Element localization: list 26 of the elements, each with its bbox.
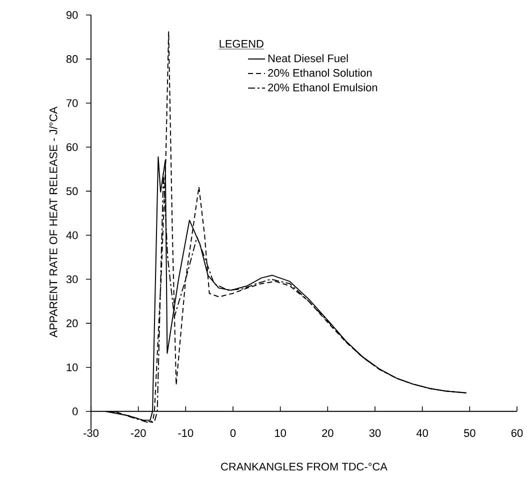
y-tick-label: 10	[66, 363, 78, 372]
x-tick-label: 60	[511, 429, 523, 437]
x-tick-label: 10	[275, 429, 286, 437]
y-axis-title: APPARENT RATE OF HEAT RELEASE - J/°CA	[49, 106, 58, 338]
y-tick-label: 70	[66, 99, 78, 107]
y-tick-label: 0	[72, 408, 78, 416]
y-tick-label: 80	[66, 55, 78, 63]
x-tick-label: -30	[84, 429, 98, 437]
legend-label: Neat Diesel Fuel	[268, 54, 348, 62]
y-tick-label: 40	[66, 231, 78, 240]
x-tick-label: 40	[416, 429, 428, 437]
x-tick-label: -20	[130, 429, 146, 437]
legend-label: 20% Ethanol Emulsion	[268, 83, 378, 92]
x-tick-label: 0	[230, 429, 236, 437]
y-tick-label: 30	[66, 275, 78, 284]
x-tick-label: 50	[464, 429, 476, 437]
x-tick-label: -10	[178, 429, 194, 437]
legend-label: 20% Ethanol Solution	[268, 68, 372, 77]
y-tick-label: 50	[66, 187, 78, 196]
legend-title: LEGEND	[220, 40, 264, 48]
y-tick-label: 90	[66, 11, 78, 19]
x-tick-label: 20	[322, 429, 334, 437]
y-tick-label: 20	[66, 319, 78, 328]
x-tick-label: 30	[369, 429, 381, 437]
y-tick-label: 60	[66, 143, 78, 152]
x-axis-title: CRANKANGLES FROM TDC-°CA	[221, 462, 388, 470]
